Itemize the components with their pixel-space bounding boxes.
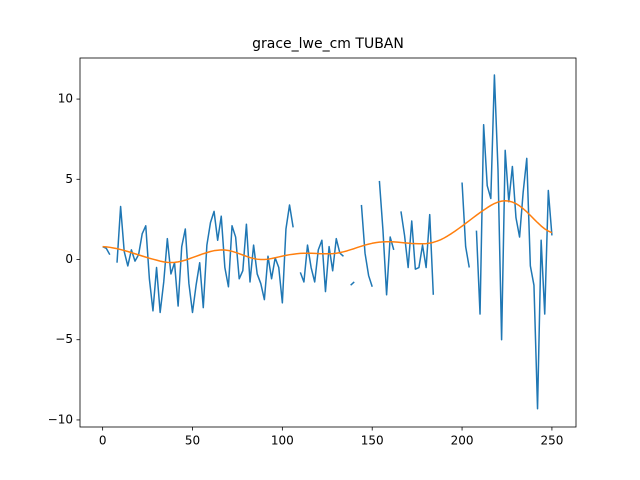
x-tick-label: 50 xyxy=(185,434,200,448)
plot-frame xyxy=(79,57,577,428)
y-tick-label: 5 xyxy=(65,172,73,186)
chart-title: grace_lwe_cm TUBAN xyxy=(252,36,404,52)
y-tick-label: 10 xyxy=(58,92,73,106)
x-tick-label: 100 xyxy=(271,434,294,448)
x-tick-label: 150 xyxy=(361,434,384,448)
series-line xyxy=(102,200,553,264)
y-tick-label: −5 xyxy=(55,332,73,346)
x-tick-label: 250 xyxy=(540,434,563,448)
series-line xyxy=(102,74,553,410)
x-tick-label: 0 xyxy=(99,434,107,448)
y-tick-label: −10 xyxy=(48,412,73,426)
y-tick-label: 0 xyxy=(65,252,73,266)
x-tick-label: 200 xyxy=(451,434,474,448)
